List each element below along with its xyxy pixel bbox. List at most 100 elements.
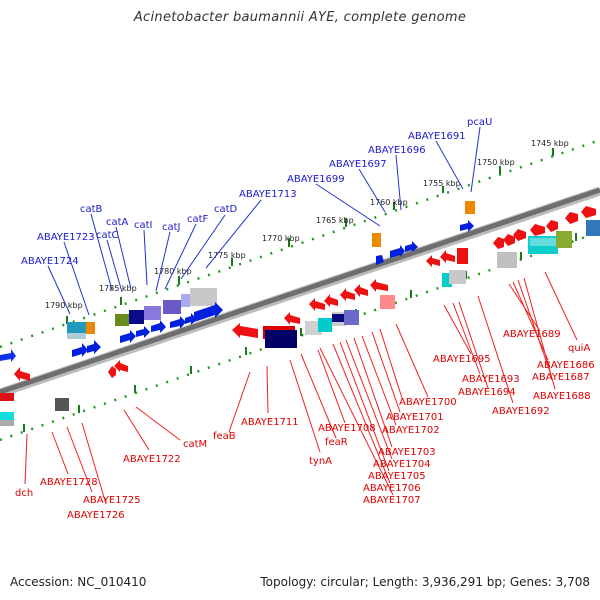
gene-label: ABAYE1694 (458, 387, 516, 398)
outer-scale-track (0, 138, 600, 349)
feature-block (163, 300, 181, 314)
feature-block (332, 314, 344, 322)
feature-block (86, 322, 95, 334)
feature-block (115, 314, 129, 326)
gene-label: catB (80, 204, 103, 215)
forward-features (0, 201, 600, 362)
gene-label: ABAYE1691 (408, 131, 466, 142)
gene-label: ABAYE1687 (532, 372, 590, 383)
genome-stats-text: Topology: circular; Length: 3,936,291 bp… (260, 575, 590, 589)
scale-label: 1755 kbp (423, 179, 461, 188)
gene-label: ABAYE1704 (373, 459, 431, 470)
forward-cds-arrow (0, 349, 16, 362)
reverse-cds-arrow (565, 212, 578, 224)
gene-label: ABAYE1701 (386, 412, 444, 423)
map-title: Acinetobacter baumannii AYE, complete ge… (133, 10, 467, 25)
gene-label: ABAYE1707 (363, 495, 421, 506)
scale-label: 1775 kbp (208, 251, 246, 260)
reverse-cds-arrow (284, 312, 300, 325)
scale-label: 1765 kbp (316, 216, 354, 225)
reverse-cds-arrow (108, 366, 116, 378)
forward-cds-arrow (72, 343, 88, 357)
scale-label: 1790 kbp (45, 301, 83, 310)
gene-label: ABAYE1695 (433, 354, 491, 365)
gene-label: ABAYE1708 (318, 423, 376, 434)
reverse-cds-arrow (426, 255, 440, 267)
gene-label: catJ (162, 222, 181, 233)
gene-label: ABAYE1725 (83, 495, 141, 506)
gene-label: catC (96, 230, 119, 241)
scale-label: 1770 kbp (262, 234, 300, 243)
forward-gene-labels: catB catC catA catI catJ catF catD ABAYE… (21, 117, 492, 267)
reverse-gene-labels: dch ABAYE1728 ABAYE1725 ABAYE1726 ABAYE1… (15, 329, 595, 521)
gene-label: catI (134, 220, 153, 231)
reverse-cds-arrow (354, 284, 368, 297)
feature-block (190, 288, 217, 306)
feature-block (0, 412, 14, 423)
gene-label: tynA (309, 456, 332, 467)
gene-label: ABAYE1702 (382, 425, 440, 436)
forward-cds-arrow (170, 316, 186, 329)
reverse-cds-arrow (340, 288, 355, 301)
reverse-cds-arrow (440, 250, 455, 263)
forward-cds-arrow (460, 220, 474, 232)
forward-cds-arrow (120, 330, 136, 343)
feature-block (344, 310, 359, 325)
accession-text: Accession: NC_010410 (10, 575, 147, 589)
scale-label: 1750 kbp (477, 158, 515, 167)
gene-label: ABAYE1705 (368, 471, 426, 482)
feature-block (318, 318, 332, 332)
feature-block (497, 252, 517, 268)
feature-block (556, 231, 572, 248)
gene-label: catM (183, 439, 207, 450)
feature-block (67, 333, 86, 339)
reverse-cds-arrow (114, 360, 128, 372)
forward-cds-arrow (405, 241, 418, 252)
gene-label: ABAYE1697 (329, 159, 387, 170)
feature-block (144, 306, 161, 320)
gene-label: ABAYE1723 (37, 232, 95, 243)
feature-block (465, 201, 475, 214)
gene-label: ABAYE1699 (287, 174, 345, 185)
feature-block (380, 295, 395, 309)
reverse-cds-arrow (546, 220, 558, 232)
gene-label: pcaU (467, 117, 492, 128)
gene-label: catA (106, 217, 129, 228)
forward-cds-arrow (194, 302, 223, 322)
forward-label-leaders (47, 126, 481, 316)
feature-block (67, 322, 86, 335)
backbone (0, 186, 600, 398)
reverse-label-leaders (24, 271, 578, 505)
reverse-cds-arrow (370, 279, 388, 292)
feature-block (129, 310, 144, 324)
feature-block (265, 330, 297, 348)
gene-label: catF (187, 214, 209, 225)
scale-label: 1760 kbp (370, 198, 408, 207)
feature-block (530, 238, 556, 246)
scale-label: 1785 kbp (99, 284, 137, 293)
gene-label: ABAYE1696 (368, 145, 426, 156)
forward-cds-arrow (151, 320, 166, 333)
feature-block (0, 420, 14, 426)
gene-label: ABAYE1700 (399, 397, 457, 408)
gene-label: dch (15, 488, 33, 499)
reverse-cds-arrow (513, 229, 526, 241)
scale-ticks (23, 148, 577, 432)
gene-label: ABAYE1703 (378, 447, 436, 458)
feature-block (457, 248, 468, 264)
reverse-cds-arrow (14, 367, 30, 381)
reverse-features (0, 206, 596, 426)
gene-label: ABAYE1726 (67, 510, 125, 521)
feature-block (586, 220, 600, 236)
gene-label: quiA (568, 343, 590, 354)
reverse-cds-arrow (530, 224, 545, 236)
forward-cds-arrow (390, 245, 405, 258)
gene-label: ABAYE1692 (492, 406, 550, 417)
feature-block (181, 294, 190, 307)
feature-block (449, 270, 466, 284)
forward-cds-arrow (376, 255, 384, 265)
reverse-cds-arrow (324, 294, 338, 307)
gene-label: ABAYE1722 (123, 454, 181, 465)
gene-label: catD (214, 204, 238, 215)
